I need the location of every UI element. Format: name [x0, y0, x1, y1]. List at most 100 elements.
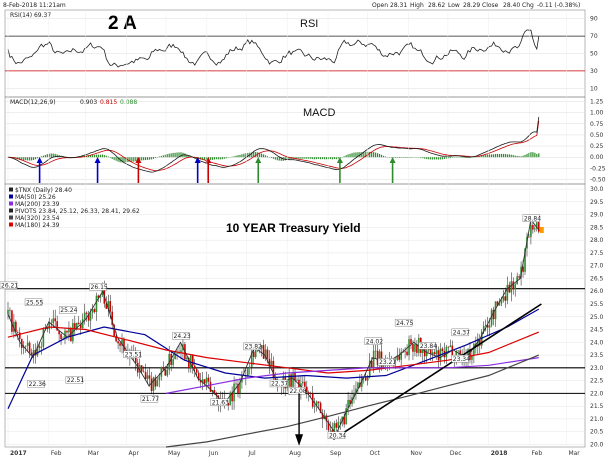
candle-body [117, 341, 119, 344]
macd-crossover-arrow-head [255, 157, 262, 163]
low-value: 28.29 [463, 2, 480, 9]
macd-histogram-bar [506, 154, 508, 158]
macd-histogram-bar [514, 155, 516, 158]
macd-histogram-bar [117, 157, 119, 162]
candle-body [247, 368, 249, 377]
candle-body [32, 349, 35, 355]
candle-body [441, 348, 444, 351]
macd-histogram-bar [318, 157, 320, 159]
candle-body [107, 301, 110, 309]
candle-body [467, 349, 469, 358]
last-price-marker [539, 226, 544, 233]
candle-body [443, 350, 446, 358]
candle-body [378, 351, 381, 366]
macd-histogram-bar [437, 157, 440, 160]
candle-body [335, 423, 338, 428]
annotation-label: 24.75 [396, 320, 413, 327]
candle-body [24, 345, 27, 347]
price-annotation: 23.84 [418, 342, 437, 350]
annotation-box [364, 337, 383, 345]
candle-body [451, 345, 454, 358]
candle-body [370, 360, 373, 369]
candle-body [412, 344, 414, 352]
candle-body [266, 349, 269, 359]
candle-body [87, 313, 90, 321]
macd-histogram-bar [485, 154, 487, 158]
macd-histogram-bar [178, 152, 180, 158]
candle-body [229, 392, 231, 406]
candle-body [164, 369, 167, 376]
candle-body [40, 346, 43, 348]
annotation-box [89, 283, 107, 291]
legend-entry: MA(50) 25.26 [15, 194, 56, 201]
macd-histogram-bar [451, 157, 453, 158]
candle-body [68, 328, 70, 333]
annotation-label: 20.34 [329, 432, 346, 439]
macd-histogram-bar [443, 157, 446, 159]
close-label: Close [482, 2, 499, 9]
candle-body [490, 309, 493, 326]
candle-body [325, 415, 328, 422]
candle-body [514, 284, 516, 290]
macd-tick-label: 0.50 [590, 132, 604, 139]
annotation-box [0, 281, 18, 290]
candle-body [7, 309, 9, 315]
candle-body [138, 365, 141, 373]
rsi-tick-label: 10 [590, 85, 598, 92]
candle-body [231, 392, 233, 402]
macd-histogram-bar [152, 157, 155, 159]
macd-histogram-bar [410, 157, 412, 158]
price-tick-label: 25.0 [590, 314, 604, 321]
legend-swatch [9, 208, 13, 213]
candle-body [492, 309, 495, 320]
macd-histogram-bar [154, 157, 157, 159]
annotation-label: 23.51 [125, 351, 142, 358]
macd-histogram-bar [375, 152, 377, 158]
macd-histogram-bar [184, 153, 186, 158]
candle-body [95, 295, 98, 313]
price-y-axis: 30.0 29.5 29.0 28.5 28.0 27.5 27.0 26.5 26.0 25.5… [590, 186, 604, 448]
moving-average-line [165, 354, 540, 448]
macd-histogram-bar [353, 152, 355, 158]
macd-histogram-bar [300, 157, 302, 159]
price-tick-label: 28.5 [590, 224, 604, 231]
legend-entry: PIVOTS 23.84, 25.12, 26.33, 28.41, 29.62 [15, 208, 140, 215]
macd-histogram-bar [111, 157, 113, 159]
macd-histogram-bar [221, 157, 223, 160]
macd-crossover-arrow-head [194, 157, 201, 163]
annotation-label: 24.02 [366, 338, 383, 345]
annotation-label: 24.23 [174, 333, 191, 340]
macd-histogram-bar [176, 152, 178, 158]
macd-histogram-bar [361, 152, 363, 158]
candle-body [115, 336, 117, 342]
macd-histogram-bar [463, 157, 465, 158]
macd-histogram-bar [351, 153, 353, 158]
macd-histogram-bar [209, 157, 212, 160]
rsi-tick-label: 70 [590, 33, 598, 40]
price-annotation: 23.82 [243, 342, 262, 351]
macd-histogram-bar [508, 154, 510, 158]
header-date: 8-Feb-2018 11:21am [3, 2, 66, 9]
candle-body [213, 390, 216, 394]
macd-histogram-bar [162, 155, 164, 158]
macd-histogram-bar [27, 157, 29, 161]
macd-histogram-bar [426, 157, 428, 160]
macd-histogram-bar [23, 157, 25, 161]
candle-body [329, 429, 332, 431]
macd-histogram-bar [339, 157, 341, 158]
macd-crossover-arrow-head [94, 157, 101, 163]
macd-histogram-bar [312, 157, 314, 160]
candle-body [93, 309, 96, 313]
price-annotation: 26.15 [89, 283, 108, 291]
macd-histogram-bar [347, 154, 349, 158]
macd-histogram-bar [384, 156, 387, 158]
candle-body [496, 301, 499, 306]
candle-body [30, 352, 33, 355]
price-panel: 30.0 29.5 29.0 28.5 28.0 27.5 27.0 26.5 26.0 25.5… [0, 10, 604, 457]
macd-legend-label: MACD(12,26,9) [10, 99, 56, 106]
candle-body [341, 416, 343, 422]
macd-histogram-bar [528, 152, 530, 158]
candle-body [174, 353, 176, 360]
macd-histogram-bar [272, 157, 274, 159]
